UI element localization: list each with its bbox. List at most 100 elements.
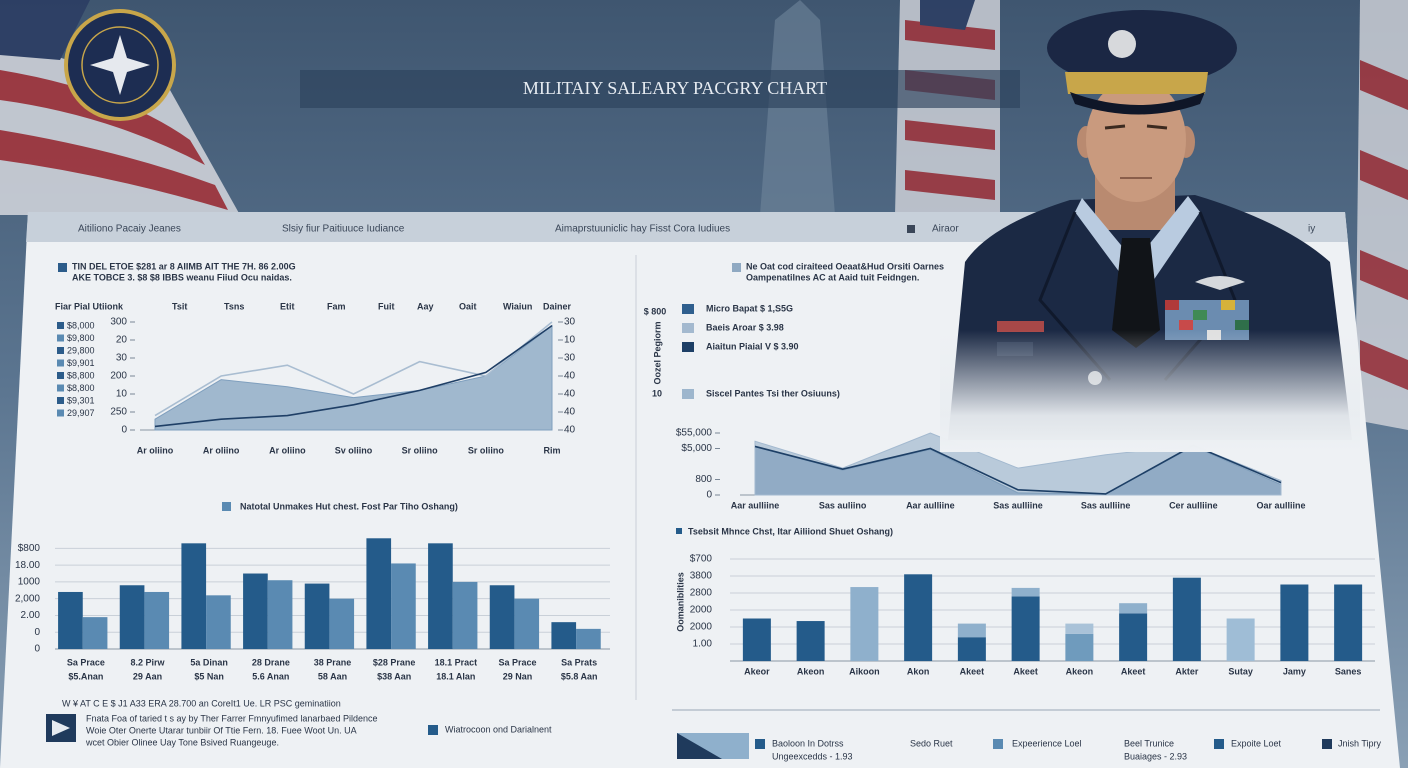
legend-sub: Ungeexcedds - 1.93 xyxy=(772,751,853,761)
y-tick-label: 0 xyxy=(34,627,40,638)
x-tick-label: 38 Prane xyxy=(314,657,352,667)
panel-header-text: Aimaprstuuniclic hay Fisst Cora Iudiues xyxy=(555,224,730,235)
y-tick-label: 40 xyxy=(564,371,576,382)
bar xyxy=(119,585,145,649)
legend-swatch xyxy=(57,334,64,342)
bar xyxy=(1226,618,1255,661)
bar xyxy=(1065,623,1094,634)
emblem xyxy=(64,9,176,121)
legend-label: $8,000 xyxy=(67,320,95,330)
legend-swatch xyxy=(57,372,64,379)
footer-graphic xyxy=(677,733,722,759)
y-tick-label: 10 xyxy=(564,335,576,346)
x-tick-label: Sa Prace xyxy=(67,657,105,667)
bar xyxy=(576,628,601,649)
legend-label: 29,800 xyxy=(67,345,95,355)
bar xyxy=(1119,603,1148,614)
y-tick-label: 30 xyxy=(116,353,128,364)
y-tick-label: 800 xyxy=(695,474,712,485)
legend-label: Jnish Tipry xyxy=(1338,738,1382,748)
legend-label: Expeerience Loel xyxy=(1012,738,1082,748)
legend-swatch xyxy=(428,725,438,735)
bar xyxy=(58,591,83,649)
x-tick-label: Aikoon xyxy=(849,666,880,676)
x-tick-label: Akter xyxy=(1175,666,1199,676)
bar xyxy=(82,617,108,649)
bar xyxy=(428,543,453,649)
bar xyxy=(366,538,392,649)
legend-swatch xyxy=(682,342,694,352)
x-tick-label: Aar aulliine xyxy=(906,500,955,510)
bar xyxy=(1119,613,1148,661)
x-tick-label: Akeet xyxy=(1013,666,1038,676)
x-tick-label: $5.8 Aan xyxy=(561,671,598,681)
chart-title: TIN DEL ETOE $281 ar 8 AIIMB AIT THE 7H.… xyxy=(72,261,296,271)
bar xyxy=(243,573,268,649)
legend-label: Beel Trunice xyxy=(1124,738,1174,748)
column-header: Etit xyxy=(280,301,295,311)
x-tick-label: Oar aulliine xyxy=(1256,500,1305,510)
legend-swatch xyxy=(57,347,64,354)
column-header: Tsns xyxy=(224,301,244,311)
y-tick-label: 30 xyxy=(564,317,576,328)
bar xyxy=(796,621,825,661)
y-tick-label: 40 xyxy=(564,425,576,436)
y-tick-label: 20 xyxy=(116,335,128,346)
page-title: MILITAIY SALEARY PACGRY CHART xyxy=(523,78,827,98)
footer-icon-mark xyxy=(52,720,70,736)
y-tick-label: $55,000 xyxy=(676,428,713,439)
x-tick-label: Akeon xyxy=(797,666,825,676)
x-tick-label: Sanes xyxy=(1335,666,1362,676)
bar xyxy=(1280,584,1309,661)
legend-label: 29,907 xyxy=(67,408,95,418)
column-header: Fuit xyxy=(378,301,395,311)
charts: 0 250 10 200 30 20 300 40 40 40 40 30 10 30 Ar oliino A… xyxy=(15,303,1375,681)
legend-label: Sedo Ruet xyxy=(910,738,953,748)
chart-subtitle: AKE TOBCE 3. $8 $8 IBBS weanu Fiiud Ocu … xyxy=(72,272,292,282)
legend-label: Expoite Loet xyxy=(1231,738,1282,748)
bar xyxy=(391,563,416,649)
bar xyxy=(267,580,293,649)
bar xyxy=(904,574,933,661)
bar xyxy=(181,543,207,649)
footer-line: wcet Obier Olinee Uay Tone Bsived Ruange… xyxy=(85,737,279,747)
x-tick-label: 5.6 Anan xyxy=(252,671,289,681)
x-tick-label: $5.Anan xyxy=(68,671,103,681)
y-tick-label: 0 xyxy=(34,644,40,655)
x-tick-label: 29 Aan xyxy=(133,671,162,681)
y-tick-label: 2,000 xyxy=(15,593,40,604)
side-label: 10 xyxy=(652,388,662,398)
x-tick-label: Sr oliino xyxy=(468,445,505,455)
x-tick-label: Akeon xyxy=(1066,666,1094,676)
panel-header-text: iy xyxy=(1308,224,1315,235)
bar xyxy=(329,598,355,649)
area xyxy=(154,324,553,431)
bar xyxy=(1334,584,1363,661)
legend-swatch xyxy=(57,322,64,329)
x-tick-label: Sr oliino xyxy=(402,445,439,455)
x-tick-label: Akeor xyxy=(744,666,770,676)
legend-swatch xyxy=(57,397,64,404)
x-tick-label: Sa Prace xyxy=(498,657,536,667)
bar xyxy=(304,583,330,649)
x-tick-label: 18.1 Pract xyxy=(435,657,478,667)
x-tick-label: 58 Aan xyxy=(318,671,347,681)
bar xyxy=(489,585,515,649)
panel-header-text: Aitiliono Pacaiy Jeanes xyxy=(78,224,181,235)
x-tick-label: 8.2 Pirw xyxy=(130,657,165,667)
column-header: Dainer xyxy=(543,301,572,311)
column-headers: Fiar Pial Utiionk Tsit Tsns Etit Fam Fui… xyxy=(55,301,572,311)
panel-header-text: Slsiy fiur Paitiuuce Iudiance xyxy=(282,224,405,235)
chart-title: Natotal Unmakes Hut chest. Fost Par Tiho… xyxy=(240,501,458,511)
bar xyxy=(1011,596,1040,661)
x-tick-label: Akeet xyxy=(1121,666,1146,676)
line xyxy=(154,321,553,417)
footer-line: Fnata Foa of taried t s ay by Ther Farre… xyxy=(86,713,377,723)
bar xyxy=(551,622,577,649)
bar xyxy=(206,595,231,649)
side-label: $ 800 xyxy=(644,306,667,316)
column-header: Tsit xyxy=(172,301,187,311)
y-axis-label: Oozel Pegiorm xyxy=(652,321,662,384)
x-tick-label: Akeet xyxy=(960,666,985,676)
line xyxy=(154,324,553,428)
